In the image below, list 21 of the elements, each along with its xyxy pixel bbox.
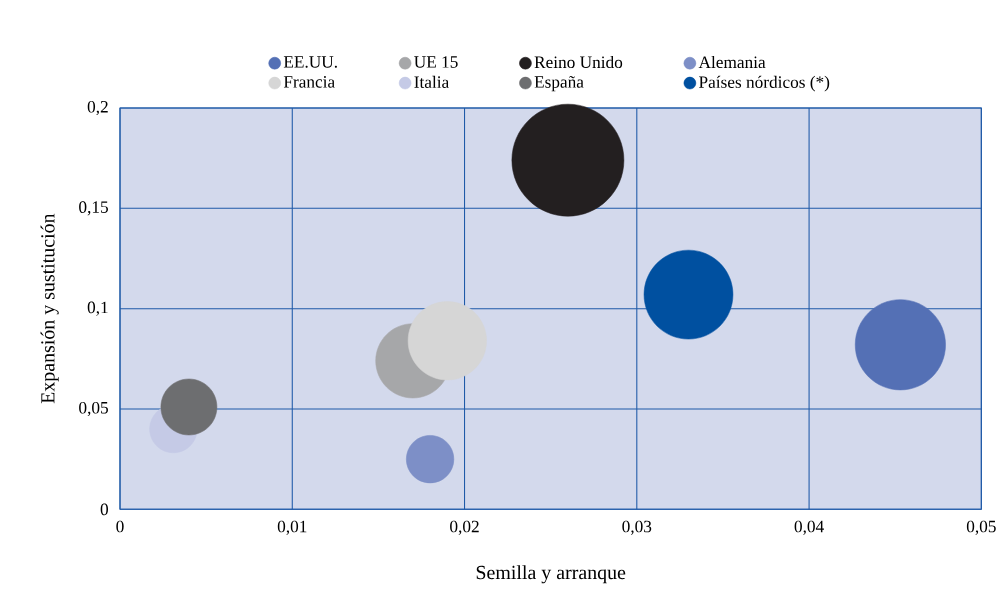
legend-label: España [534, 75, 584, 92]
x-axis-title: Semilla y arranque [476, 565, 626, 584]
legend-label: Reino Unido [534, 55, 623, 69]
y-tick-label: 0,15 [79, 201, 108, 216]
x-tick-label: 0,02 [450, 520, 479, 535]
y-tick-label: 0,1 [87, 301, 108, 316]
legend-label: EE.UU. [283, 56, 337, 68]
y-axis-title: Expansión y sustitución [40, 213, 59, 404]
x-tick-label: 0 [116, 520, 124, 533]
legend-label: Francia [283, 76, 335, 88]
x-tick-label: 0,05 [966, 520, 996, 535]
x-tick-label: 0,03 [622, 520, 652, 535]
legend-label: UE 15 [414, 56, 458, 68]
y-tick-label: 0,05 [79, 401, 108, 417]
x-tick-label: 0,01 [277, 520, 307, 535]
legend-label: Alemania [698, 55, 766, 69]
y-tick-label: 0,2 [87, 100, 108, 116]
y-tick-label: 0 [100, 503, 109, 516]
legend-label: Italia [414, 75, 450, 88]
legend-label: Países nórdicos (*) [699, 75, 830, 92]
x-tick-label: 0,04 [794, 520, 824, 535]
